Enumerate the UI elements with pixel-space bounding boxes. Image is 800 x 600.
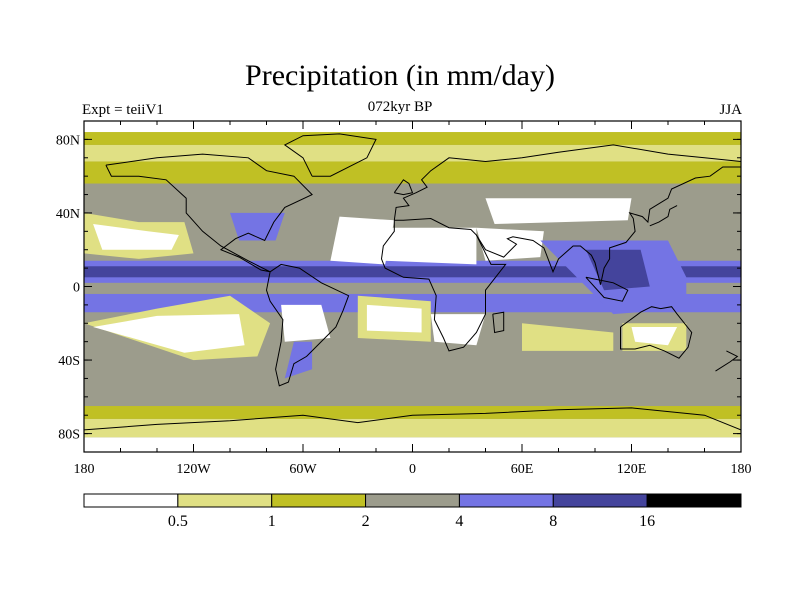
- coastline: [283, 133, 377, 177]
- precip-band: [84, 132, 741, 145]
- coastline: [393, 144, 741, 221]
- lon-tick-label: 0: [409, 462, 416, 477]
- lon-tick-label: 120E: [617, 462, 647, 477]
- precip-band: [84, 144, 741, 162]
- lon-tick-label: 60E: [511, 462, 534, 477]
- colorbar-box: [646, 493, 742, 508]
- colorbar-box: [365, 493, 460, 508]
- colorbar-box: [177, 493, 273, 508]
- coastline: [84, 407, 741, 431]
- lon-tick-label: 120W: [176, 462, 211, 477]
- precip-region: [93, 224, 179, 250]
- coastline: [393, 179, 414, 196]
- lat-tick-label: 0: [73, 281, 80, 296]
- season-label: JJA: [719, 102, 742, 118]
- lat-tick-label: 80N: [56, 133, 80, 148]
- lat-tick-label: 40S: [58, 354, 80, 369]
- coastline: [620, 306, 693, 359]
- colorbar-box: [552, 493, 648, 508]
- colorbar-label: 4: [455, 513, 463, 530]
- colorbar: 0.5 1 2 4 8 16: [83, 493, 742, 530]
- precip-region: [281, 304, 331, 342]
- coastline: [649, 205, 678, 227]
- precip-band: [84, 266, 741, 278]
- colorbar-box: [83, 493, 179, 508]
- precip-region: [284, 341, 313, 379]
- colorbar-label: 8: [549, 513, 557, 530]
- coastline: [105, 153, 313, 273]
- precip-region: [485, 198, 632, 224]
- coastline: [265, 263, 350, 387]
- colorbar-label: 1: [268, 513, 276, 530]
- lon-tick-label: 180: [731, 462, 752, 477]
- colorbar-label: 2: [362, 513, 370, 530]
- lat-tick-label: 80S: [58, 428, 80, 443]
- precip-region: [385, 227, 477, 265]
- precip-region: [330, 216, 395, 265]
- experiment-label: Expt = teiiV1: [82, 102, 164, 118]
- colorbar-box: [271, 493, 367, 508]
- colorbar-label: 16: [639, 513, 655, 530]
- coastline: [492, 311, 505, 334]
- plot-title: Precipitation (in mm/day): [245, 59, 555, 92]
- lat-tick-label: 40N: [56, 207, 80, 222]
- coastline: [715, 350, 739, 372]
- lon-tick-label: 180: [74, 462, 95, 477]
- precip-band: [84, 161, 741, 184]
- precip-band: [84, 282, 741, 294]
- precip-band: [84, 406, 741, 419]
- precip-region: [366, 304, 422, 333]
- precip-band: [84, 418, 741, 438]
- precip-field: [84, 121, 741, 452]
- colorbar-box: [458, 493, 554, 508]
- coastline: [380, 217, 507, 352]
- period-label: 072kyr BP: [367, 99, 433, 115]
- precip-region: [93, 314, 245, 353]
- precip-region: [230, 212, 285, 241]
- coastlines: [84, 133, 741, 431]
- coastline: [585, 276, 629, 302]
- precip-region: [631, 327, 678, 346]
- colorbar-label: 0.5: [168, 513, 188, 530]
- coastline: [475, 166, 741, 285]
- lon-tick-label: 60W: [289, 462, 317, 477]
- precip-region: [522, 323, 614, 351]
